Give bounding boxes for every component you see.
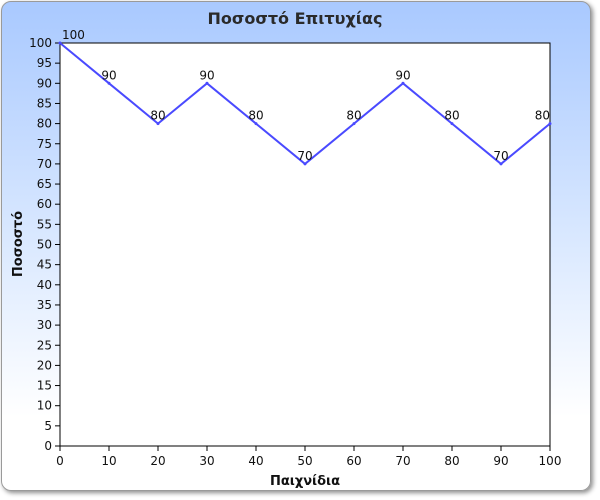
data-label: 70 [297,149,312,163]
y-tick-label: 95 [37,56,52,70]
data-label: 80 [248,109,263,123]
y-tick-label: 100 [29,36,52,50]
y-tick-label: 90 [37,76,52,90]
data-label: 80 [346,109,361,123]
data-label: 80 [150,109,165,123]
y-tick-label: 0 [44,439,52,453]
y-tick-label: 80 [37,117,52,131]
x-axis-title: Παιχνίδια [270,474,340,489]
data-point [401,81,405,85]
data-point [352,122,356,126]
x-tick-label: 0 [56,454,64,468]
x-tick-label: 70 [395,454,410,468]
data-point [58,41,62,45]
y-tick-label: 40 [37,278,52,292]
y-tick-label: 60 [37,197,52,211]
y-tick-label: 5 [44,419,52,433]
data-point [205,81,209,85]
x-tick-label: 50 [297,454,312,468]
y-tick-label: 75 [37,137,52,151]
data-label: 80 [444,109,459,123]
data-point [156,122,160,126]
x-tick-label: 20 [150,454,165,468]
x-tick-label: 100 [539,454,562,468]
y-tick-label: 15 [37,379,52,393]
x-tick-label: 80 [444,454,459,468]
data-label: 90 [395,68,410,82]
data-point [107,81,111,85]
data-label: 80 [535,109,550,123]
y-tick-label: 45 [37,258,52,272]
data-point [548,122,552,126]
x-axis: 0 10 20 30 40 50 60 70 80 90 100 [56,446,561,468]
data-point [450,122,454,126]
data-labels: 100 90 80 90 80 70 80 90 80 70 80 [58,28,552,166]
x-tick-label: 60 [346,454,361,468]
y-tick-label: 65 [37,177,52,191]
x-tick-label: 30 [199,454,214,468]
x-tick-label: 90 [493,454,508,468]
y-tick-label: 10 [37,399,52,413]
chart-title: Ποσοστό Επιτυχίας [208,9,383,28]
y-tick-label: 25 [37,338,52,352]
data-point [499,162,503,166]
y-tick-label: 50 [37,238,52,252]
data-label: 100 [62,28,85,42]
x-tick-label: 10 [101,454,116,468]
data-label: 70 [493,149,508,163]
y-tick-label: 20 [37,358,52,372]
y-tick-label: 30 [37,318,52,332]
data-point [254,122,258,126]
y-axis-title: Ποσοστό [11,211,26,277]
x-tick-label: 40 [248,454,263,468]
y-tick-label: 55 [37,217,52,231]
y-tick-label: 70 [37,157,52,171]
y-tick-label: 35 [37,298,52,312]
data-label: 90 [101,68,116,82]
y-tick-label: 85 [37,96,52,110]
y-axis: 0 5 10 15 20 25 30 35 40 45 50 55 60 65 70 75 80 85 90 95 10… [29,36,60,453]
data-label: 90 [199,68,214,82]
data-point [303,162,307,166]
